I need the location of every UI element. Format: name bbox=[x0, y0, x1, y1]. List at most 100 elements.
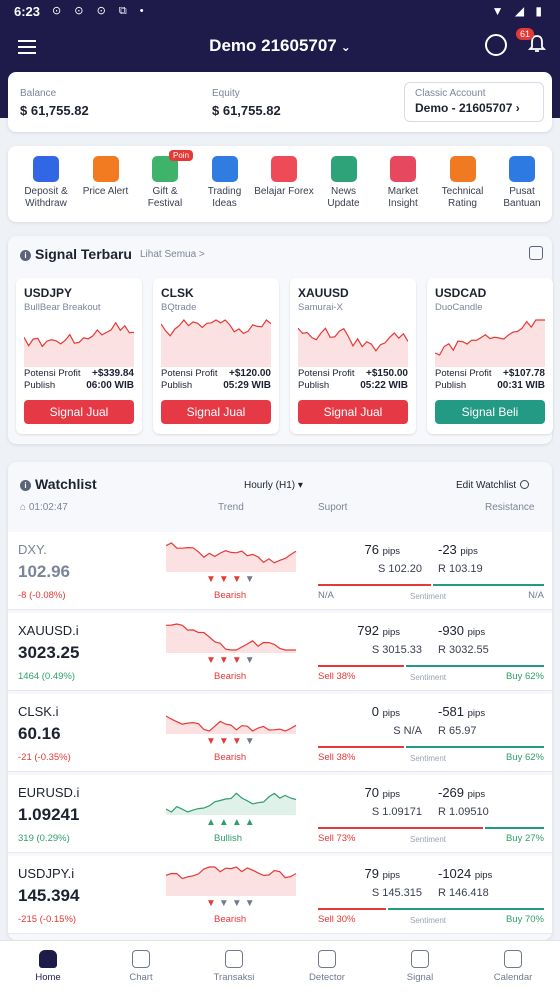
chevron-down-icon: ⌄ bbox=[340, 40, 351, 54]
resist-level: R 1.09510 bbox=[438, 806, 489, 818]
menu-item[interactable]: Pusat Bantuan bbox=[492, 156, 552, 210]
resist-pips: -581 pips bbox=[438, 704, 486, 719]
signal-card[interactable]: USDCAD DuoCandle Potensi Profit +$107.78 Pub… bbox=[427, 278, 553, 434]
menu-item[interactable]: Trading Ideas bbox=[195, 156, 255, 210]
watch-change: 1464 (0.49%) bbox=[18, 671, 76, 682]
trend-down-icon: ▼ bbox=[244, 898, 258, 909]
account-switcher[interactable]: Classic Account Demo - 21605707 › bbox=[404, 82, 544, 122]
signal-card[interactable]: CLSK BQtrade Potensi Profit +$120.00 Publish… bbox=[153, 278, 279, 434]
signal-card[interactable]: XAUUSD Samurai-X Potensi Profit +$150.00 Pub… bbox=[290, 278, 416, 434]
resist-level: R 146.418 bbox=[438, 887, 489, 899]
support-pips: 79 pips bbox=[364, 866, 400, 881]
signal-action-button[interactable]: Signal Beli bbox=[435, 400, 545, 424]
sell-bar bbox=[318, 908, 386, 910]
menu-icon[interactable] bbox=[18, 40, 36, 54]
menu-item[interactable]: News Update bbox=[314, 156, 374, 210]
signal-symbol: USDCAD bbox=[435, 286, 487, 300]
watch-change: -21 (-0.35%) bbox=[18, 752, 71, 763]
watch-change: 319 (0.29%) bbox=[18, 833, 70, 844]
nav-label: Signal bbox=[406, 972, 434, 983]
publish-time: 06:00 WIB bbox=[86, 380, 134, 391]
watch-symbol: EURUSD.i bbox=[18, 785, 80, 800]
signal-action-button[interactable]: Signal Jual bbox=[24, 400, 134, 424]
profit-value: +$120.00 bbox=[229, 368, 271, 379]
timeframe-select[interactable]: Hourly (H1) ▾ bbox=[244, 480, 303, 491]
watchlist-row[interactable]: DXY. 102.96 -8 (-0.08%) ▼▼▼▼ Bearish 76 pips -… bbox=[8, 532, 552, 610]
system-icons: ▼ ◢ ▮ bbox=[491, 4, 546, 18]
sentiment-label: Sentiment bbox=[410, 916, 447, 925]
signal-strategy: BullBear Breakout bbox=[24, 302, 101, 313]
trend-indicator: ▼▼▼▼ bbox=[206, 736, 258, 747]
edit-watchlist-button[interactable]: Edit Watchlist bbox=[456, 480, 530, 491]
sell-bar bbox=[318, 746, 404, 748]
nav-chart[interactable]: Chart bbox=[104, 950, 178, 983]
publish-row: Publish 05:29 WIB bbox=[161, 380, 271, 391]
menu-item[interactable]: Gift & Festival Poin bbox=[135, 150, 195, 210]
sell-bar bbox=[318, 827, 483, 829]
trend-down-icon: ▼ bbox=[231, 655, 245, 666]
sell-percent: Sell 73% bbox=[318, 833, 356, 844]
signal-sparkline bbox=[161, 319, 271, 367]
sparkline-area bbox=[166, 624, 296, 653]
menu-item-label: Price Alert bbox=[82, 186, 129, 197]
sparkline-area bbox=[166, 543, 296, 572]
menu-item[interactable]: Price Alert bbox=[76, 156, 136, 198]
sell-percent: N/A bbox=[318, 590, 334, 601]
publish-label: Publish bbox=[24, 380, 56, 391]
sparkline-area bbox=[161, 320, 271, 367]
status-bar: 6:23 ⊙ ⊙ ⊙ ⧉ • ▼ ◢ ▮ bbox=[0, 0, 560, 22]
sentiment-label: Sentiment bbox=[410, 835, 447, 844]
headset-icon bbox=[509, 156, 535, 182]
support-level: S 1.09171 bbox=[371, 806, 422, 818]
support-icon[interactable] bbox=[485, 34, 507, 56]
menu-item[interactable]: Market Insight bbox=[373, 156, 433, 210]
signal-strategy: DuoCandle bbox=[435, 302, 483, 313]
expand-icon[interactable] bbox=[529, 246, 543, 260]
publish-time: 00:31 WIB bbox=[497, 380, 545, 391]
watchlist-row[interactable]: EURUSD.i 1.09241 319 (0.29%) ▲▲▲▲ Bullish 70 … bbox=[8, 775, 552, 853]
pips-unit: pips bbox=[474, 870, 493, 881]
menu-item-label: Technical Rating bbox=[441, 186, 484, 209]
menu-item[interactable]: Belajar Forex bbox=[254, 156, 314, 198]
publish-label: Publish bbox=[298, 380, 330, 391]
watchlist-row[interactable]: XAUUSD.i 3023.25 1464 (0.49%) ▼▼▼▼ Bearish 79… bbox=[8, 613, 552, 691]
trend-down-icon: ▼ bbox=[218, 574, 232, 585]
publish-time: 05:22 WIB bbox=[360, 380, 408, 391]
trend-down-icon: ▼ bbox=[206, 736, 219, 747]
menu-item[interactable]: Technical Rating bbox=[433, 156, 493, 210]
nav-signal[interactable]: Signal bbox=[383, 950, 457, 983]
bell-icon[interactable] bbox=[528, 34, 546, 54]
watchlist-row[interactable]: USDJPY.i 145.394 -215 (-0.15%) ▼▼▼▼ Bearish 7… bbox=[8, 856, 552, 934]
signal-action-button[interactable]: Signal Jual bbox=[298, 400, 408, 424]
watch-symbol: CLSK.i bbox=[18, 704, 59, 719]
profit-label: Potensi Profit bbox=[298, 368, 355, 379]
signal-card[interactable]: USDJPY BullBear Breakout Potensi Profit +$3… bbox=[16, 278, 142, 434]
trend-label: Bearish bbox=[214, 752, 247, 763]
chevron-right-icon: › bbox=[515, 101, 520, 115]
nav-transaksi[interactable]: Transaksi bbox=[197, 950, 271, 983]
sparkline-line bbox=[298, 327, 408, 352]
account-selector[interactable]: Demo 21605707 ⌄ bbox=[0, 36, 560, 56]
see-all-link[interactable]: Lihat Semua > bbox=[140, 249, 205, 260]
menu-item-label: Market Insight bbox=[387, 186, 419, 209]
nav-calendar[interactable]: Calendar bbox=[476, 950, 550, 983]
watch-sparkline bbox=[166, 715, 296, 734]
signal-symbol: XAUUSD bbox=[298, 286, 349, 300]
watch-change: -8 (-0.08%) bbox=[18, 590, 66, 601]
signal-strategy: Samurai-X bbox=[298, 302, 343, 313]
equity-value: $ 61,755.82 bbox=[212, 103, 281, 118]
menu-item[interactable]: Deposit & Withdraw bbox=[16, 156, 76, 210]
bulb-icon bbox=[92, 156, 119, 182]
watch-sparkline bbox=[166, 866, 296, 896]
sparkline-line bbox=[166, 623, 296, 651]
menu-item-label: News Update bbox=[327, 186, 360, 209]
watchlist-row[interactable]: CLSK.i 60.16 -21 (-0.35%) ▼▼▼▼ Bearish 0 pips… bbox=[8, 694, 552, 772]
trend-down-icon: ▼ bbox=[206, 574, 219, 585]
sentiment-label: Sentiment bbox=[410, 592, 447, 601]
signal-action-button[interactable]: Signal Jual bbox=[161, 400, 271, 424]
trend-down-icon: ▼ bbox=[231, 736, 245, 747]
nav-home[interactable]: Home bbox=[11, 950, 85, 983]
watch-price: 102.96 bbox=[18, 562, 70, 581]
trend-down-icon: ▼ bbox=[231, 574, 245, 585]
nav-detector[interactable]: Detector bbox=[290, 950, 364, 983]
